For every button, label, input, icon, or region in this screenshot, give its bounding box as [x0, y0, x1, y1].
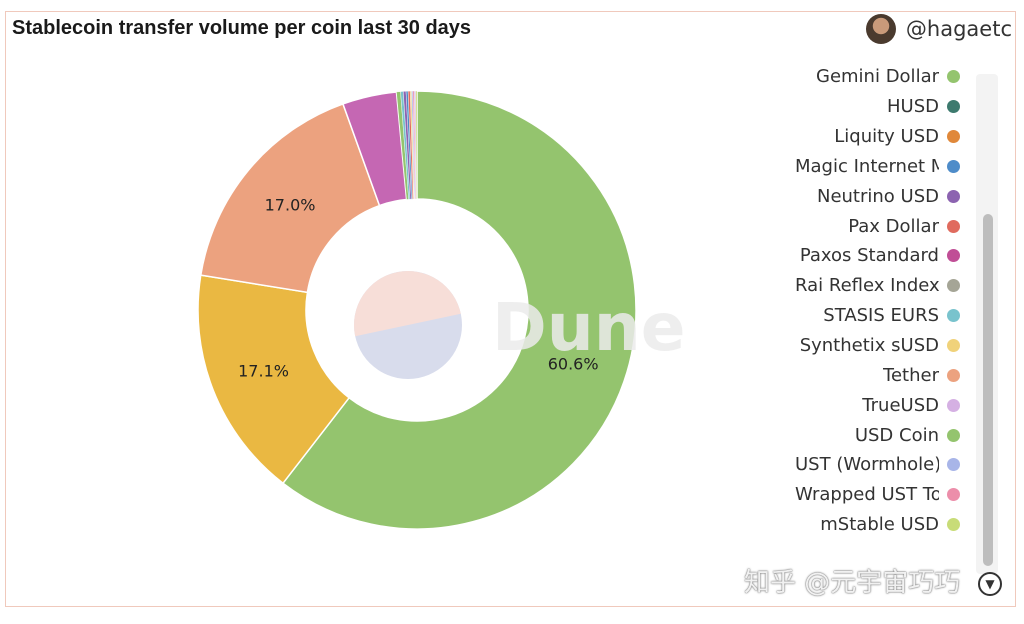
slice-label-0: 60.6% [548, 354, 599, 373]
legend-dot-icon [947, 398, 960, 412]
legend-item[interactable]: Gemini Dollar [770, 62, 962, 92]
legend-dot-icon [947, 339, 960, 353]
legend-item[interactable]: Pax Dollar [770, 211, 962, 241]
legend-item[interactable]: Wrapped UST Token [770, 480, 962, 510]
legend-scroll-thumb[interactable] [983, 214, 993, 566]
slice-1[interactable] [197, 274, 351, 485]
legend-item[interactable]: HUSD [770, 92, 962, 122]
legend-label: Pax Dollar [848, 215, 939, 237]
legend-label: Synthetix sUSD [799, 335, 939, 357]
legend-label: STASIS EURS [823, 305, 939, 327]
legend-item[interactable]: Liquity USD [770, 122, 962, 152]
legend-dot-icon [947, 309, 960, 323]
legend-label: HUSD [887, 96, 939, 118]
legend-dot-icon [947, 130, 960, 144]
legend-dot-icon [947, 100, 960, 114]
legend-label: Neutrino USD [816, 185, 939, 207]
legend-dot-icon [947, 279, 960, 293]
legend-dot-icon [947, 428, 960, 442]
donut-slices [197, 90, 637, 530]
legend-item[interactable]: mStable USD [770, 510, 962, 540]
legend-dot-icon [947, 189, 960, 203]
legend-dot-icon [947, 368, 960, 382]
legend-item[interactable]: Neutrino USD [770, 181, 962, 211]
legend-item[interactable]: Tether [770, 360, 962, 390]
slice-labels: 60.6% 17.1% 17.0% [238, 196, 598, 381]
legend-item[interactable]: Paxos Standard [770, 241, 962, 271]
legend-label: Paxos Standard [799, 245, 939, 267]
legend-label: Magic Internet Money [795, 155, 939, 177]
scroll-down-icon[interactable]: ▼ [978, 572, 1002, 596]
legend-item[interactable]: TrueUSD [770, 390, 962, 420]
legend-item[interactable]: STASIS EURS [770, 301, 962, 331]
legend-dot-icon [947, 219, 960, 233]
legend-item[interactable]: Synthetix sUSD [770, 331, 962, 361]
legend-item[interactable]: USD Coin [770, 420, 962, 450]
legend-dot-icon [947, 159, 960, 173]
legend-label: Rai Reflex Index [795, 275, 939, 297]
chart-title: Stablecoin transfer volume per coin last… [12, 17, 472, 39]
legend-label: mStable USD [820, 514, 939, 536]
dune-watermark: Dune [492, 289, 686, 366]
legend-dot-icon [947, 70, 960, 84]
legend-item[interactable]: UST (Wormhole) [770, 450, 962, 480]
chart-legend: Gemini Dollar HUSD Liquity USD Magic Intern… [770, 62, 962, 562]
legend-dot-icon [947, 488, 960, 502]
author-handle[interactable]: @hagaetc [905, 17, 1012, 41]
legend-label: Liquity USD [834, 126, 939, 148]
legend-dot-icon [947, 518, 960, 532]
legend-item[interactable]: Magic Internet Money [770, 152, 962, 182]
slice-label-1: 17.1% [238, 362, 289, 381]
legend-label: USD Coin [854, 424, 939, 446]
dune-logo-icon [354, 271, 462, 379]
slice-0[interactable] [281, 90, 637, 530]
legend-dot-icon [947, 458, 960, 472]
slice-13[interactable] [415, 90, 418, 200]
author-link[interactable]: @hagaetc [865, 14, 1012, 44]
legend-label: Tether [883, 364, 939, 386]
legend-item[interactable]: Rai Reflex Index [770, 271, 962, 301]
legend-label: TrueUSD [862, 394, 939, 416]
slice-2[interactable] [199, 102, 381, 294]
legend-label: UST (Wormhole) [795, 454, 939, 476]
author-avatar[interactable] [865, 14, 896, 44]
legend-label: Gemini Dollar [816, 66, 939, 88]
slice-label-2: 17.0% [265, 196, 316, 215]
legend-dot-icon [947, 249, 960, 263]
legend-label: Wrapped UST Token [795, 484, 939, 506]
zhihu-watermark: 知乎 @元宇宙巧巧 [744, 568, 961, 598]
